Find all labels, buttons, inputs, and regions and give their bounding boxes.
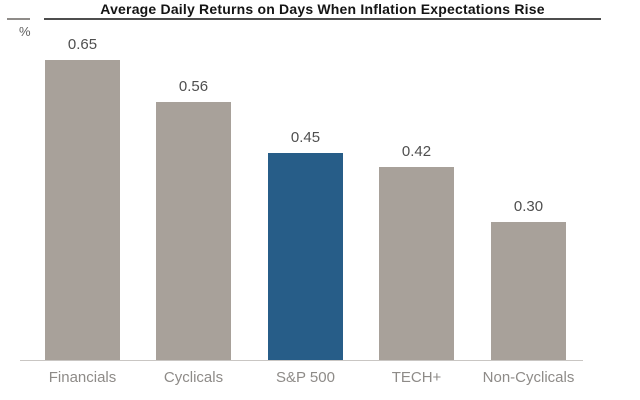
title-left-dash <box>7 18 30 20</box>
chart-title: Average Daily Returns on Days When Infla… <box>100 1 545 17</box>
value-label-non-cyclicals: 0.30 <box>513 198 544 215</box>
bar-financials <box>45 60 120 361</box>
y-axis-unit-label: % <box>19 24 31 39</box>
title-underline <box>44 18 601 20</box>
value-label-s-p-500: 0.45 <box>290 129 321 146</box>
category-label-cyclicals: Cyclicals <box>163 369 224 386</box>
category-label-financials: Financials <box>48 369 117 386</box>
category-label-non-cyclicals: Non-Cyclicals <box>482 369 575 386</box>
category-label-s-p-500: S&P 500 <box>276 369 335 386</box>
bar-tech <box>379 167 454 361</box>
bar-s-p-500 <box>268 153 343 361</box>
bar-non-cyclicals <box>491 222 566 361</box>
bar-cyclicals <box>156 102 231 361</box>
category-label-tech: TECH+ <box>391 369 442 386</box>
value-label-tech: 0.42 <box>401 143 432 160</box>
value-label-cyclicals: 0.56 <box>178 78 209 95</box>
value-label-financials: 0.65 <box>67 36 98 53</box>
x-axis-line <box>20 360 583 361</box>
